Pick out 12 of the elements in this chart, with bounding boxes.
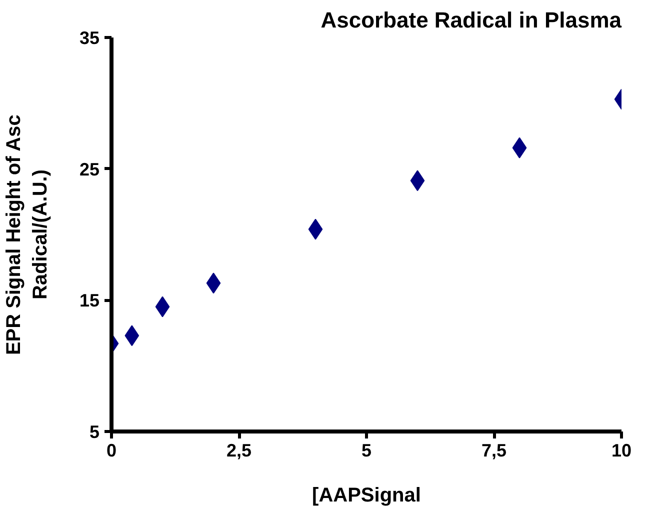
y-axis-title: EPR Signal Height of Asc Radical/(A.U.): [3, 114, 52, 356]
y-tick-label: 5: [89, 422, 100, 442]
x-tick-label: 10: [611, 440, 632, 460]
x-tick-label: 2,5: [226, 440, 252, 460]
x-tick-label: 0: [106, 440, 117, 460]
y-tick-label: 25: [79, 159, 100, 180]
x-axis-title: [AAPSignal: [312, 484, 421, 506]
y-tick-label: 35: [79, 28, 100, 48]
chart-title: Ascorbate Radical in Plasma: [320, 8, 622, 32]
x-tick-label: 5: [361, 440, 372, 460]
x-tick-label: 7,5: [481, 440, 507, 460]
y-tick-label: 15: [79, 290, 100, 311]
